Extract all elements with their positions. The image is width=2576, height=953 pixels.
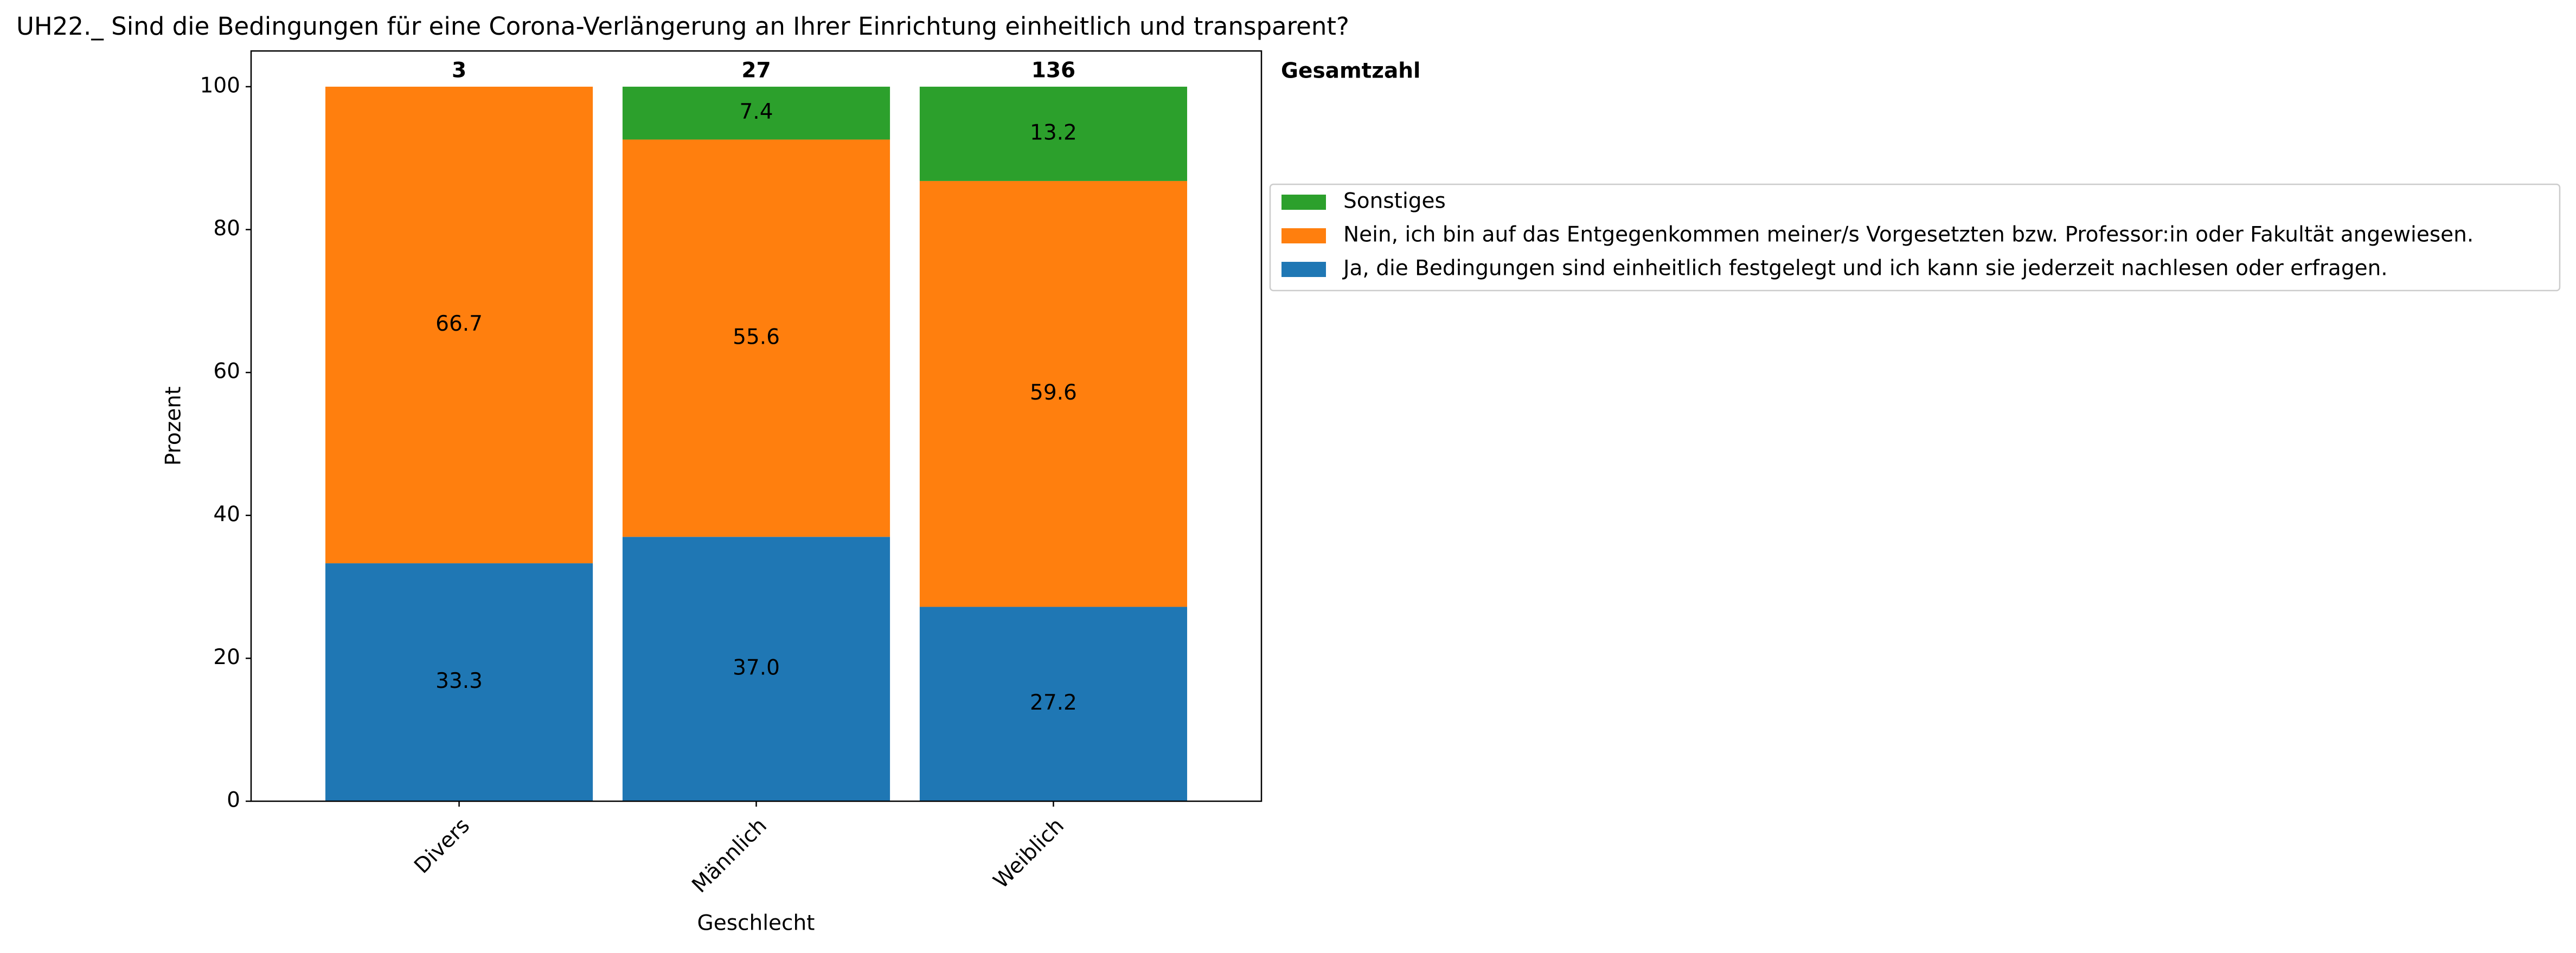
value-label: 27.2	[1030, 691, 1077, 715]
bar-segment	[622, 86, 890, 140]
value-label: 55.6	[733, 325, 780, 349]
value-label: 7.4	[739, 100, 773, 124]
bar-segment	[325, 86, 593, 564]
bar-segment	[622, 139, 890, 537]
bar-segment	[325, 563, 593, 801]
total-label: 3	[452, 58, 466, 82]
legend-swatch	[1281, 262, 1326, 277]
value-label: 66.7	[435, 312, 483, 336]
value-label: 33.3	[435, 669, 483, 693]
legend-label: Nein, ich bin auf das Entgegenkommen mei…	[1343, 223, 2474, 247]
x-axis-label: Geschlecht	[697, 911, 815, 936]
y-tick-label: 0	[227, 788, 240, 813]
bar-segment	[622, 537, 890, 801]
legend-swatch	[1281, 195, 1326, 210]
y-tick-label: 80	[213, 216, 240, 241]
chart-title: UH22._ Sind die Bedingungen für eine Cor…	[16, 12, 1349, 41]
value-label: 13.2	[1030, 120, 1077, 145]
legend-label: Sonstiges	[1343, 189, 1446, 214]
plot-frame	[250, 50, 1263, 802]
value-label: 59.6	[1030, 381, 1077, 405]
y-tick-label: 60	[213, 359, 240, 384]
bar-segment	[919, 86, 1188, 181]
bar-segment	[919, 607, 1188, 801]
y-axis-label: Prozent	[162, 387, 186, 466]
total-label: 27	[741, 58, 771, 82]
total-label: 136	[1031, 58, 1075, 82]
value-label: 37.0	[733, 656, 780, 680]
y-tick-label: 100	[200, 73, 240, 98]
y-tick-label: 40	[213, 502, 240, 526]
bar-segment	[919, 181, 1188, 607]
legend-label: Ja, die Bedingungen sind einheitlich fes…	[1342, 256, 2388, 281]
totals-label: Gesamtzahl	[1281, 59, 1420, 83]
y-tick-label: 20	[213, 645, 240, 669]
legend-swatch	[1281, 228, 1326, 243]
legend-box	[1269, 183, 2561, 292]
